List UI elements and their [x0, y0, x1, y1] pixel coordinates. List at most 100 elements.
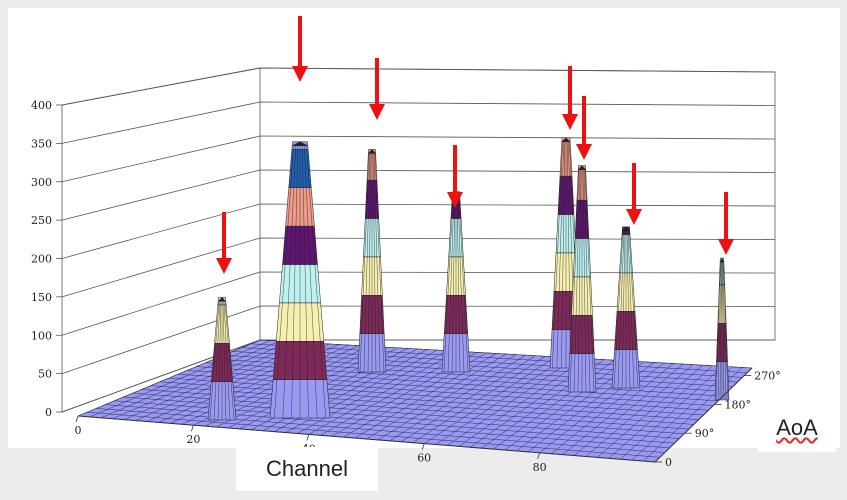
peak-ridge — [552, 141, 563, 369]
peak-tip — [292, 141, 308, 146]
gridline — [61, 203, 776, 259]
x-tick-mark — [191, 425, 194, 432]
floor-mesh-line — [105, 404, 670, 449]
floor-mesh-line — [96, 408, 665, 453]
peak-tip — [367, 149, 377, 154]
peak-tip — [719, 257, 725, 263]
peak-ridge — [626, 230, 631, 389]
y-tick-label: 0 — [665, 456, 672, 469]
y-axis-title-text: AoA — [776, 415, 818, 440]
arrow-head — [292, 66, 308, 82]
peak-ridge — [722, 262, 725, 401]
peak-ridge — [621, 230, 626, 389]
peak-ridge — [306, 145, 326, 419]
peak-ridge — [223, 301, 231, 421]
floor-mesh-line — [150, 385, 694, 425]
x-tick-mark — [75, 415, 79, 423]
peak-ridge — [222, 301, 227, 421]
arrow-head — [447, 192, 463, 208]
floor-mesh-line — [259, 339, 753, 369]
floor-mesh-line — [241, 347, 743, 378]
y-axis-line — [654, 367, 753, 463]
gridline — [61, 305, 776, 375]
peak-ridge — [722, 262, 727, 401]
peak-ridge — [301, 145, 309, 419]
peak-ridge — [628, 230, 639, 389]
peak-ridge — [577, 169, 582, 393]
peak-ridge — [617, 230, 625, 389]
x-axis-title: Channel — [236, 447, 378, 491]
peak-ridge — [583, 169, 591, 393]
z-tick-label: 400 — [31, 99, 52, 112]
peak-ridge — [443, 195, 454, 373]
peak-ridge — [209, 301, 220, 421]
x-tick-label: 20 — [186, 433, 200, 446]
peak-ridge — [457, 195, 465, 373]
gridline — [61, 135, 776, 183]
peak-ridge — [627, 230, 635, 389]
z-axis-ticks: 0 50 100 150 200 250 300 350 400 — [31, 99, 62, 419]
y-axis-title: AoA — [758, 404, 836, 452]
peak-ridge — [723, 262, 729, 401]
peak-ridge — [374, 153, 385, 373]
gridline — [61, 67, 776, 106]
peak-ridge — [458, 195, 469, 373]
y-tick-label: 270° — [754, 370, 781, 383]
peak-ridge — [556, 141, 564, 369]
peak-ridge — [582, 169, 587, 393]
peak-tip — [621, 226, 631, 232]
peak-ridge — [372, 153, 377, 373]
gridline — [61, 169, 776, 221]
peak-ridge — [566, 141, 571, 369]
peak-ridge — [373, 153, 381, 373]
peak-ridge — [561, 141, 566, 369]
z-tick-label: 50 — [38, 368, 52, 381]
floor-mesh-line — [87, 411, 660, 458]
z-tick-label: 250 — [31, 214, 52, 227]
peak-ridge — [217, 301, 222, 421]
z-tick-label: 0 — [45, 406, 52, 419]
peak-tip — [217, 296, 227, 302]
peak-ridge — [213, 301, 221, 421]
z-tick-label: 350 — [31, 137, 52, 150]
peak-ridge — [359, 153, 370, 373]
y-tick-label: 90° — [695, 427, 715, 440]
x-tick-mark — [306, 434, 310, 441]
peak-ridge — [569, 169, 580, 393]
x-axis-line — [77, 415, 656, 463]
arrow-head — [562, 114, 578, 130]
y-tick-label: 180° — [724, 398, 751, 411]
peak-arrows — [216, 16, 734, 274]
z-tick-label: 100 — [31, 329, 52, 342]
gridlines — [61, 67, 776, 413]
peak-ridge — [363, 153, 371, 373]
peak-ridge — [717, 262, 722, 401]
arrow-head — [216, 258, 232, 274]
z-tick-label: 300 — [31, 176, 52, 189]
gridline — [61, 271, 776, 336]
floor-mesh-line — [159, 381, 699, 420]
y-axis-ticks: 0 90° 180° 270° — [654, 367, 781, 469]
x-tick-label: 60 — [417, 452, 431, 465]
floor-mesh-line — [178, 373, 709, 411]
peak-ridge — [584, 169, 595, 393]
arrow-head — [576, 144, 592, 160]
peak-ridge — [456, 195, 461, 373]
arrow-head — [718, 239, 734, 255]
peak-ridge — [451, 195, 456, 373]
z-tick-label: 200 — [31, 253, 52, 266]
peak-ridge — [573, 169, 581, 393]
peak-ridge — [447, 195, 455, 373]
x-tick-mark — [537, 452, 540, 459]
peak-ridge — [274, 145, 294, 419]
peak-tip — [561, 137, 571, 142]
peak-ridge — [715, 262, 721, 401]
peak-ridge — [719, 262, 722, 401]
floor-mesh-line — [250, 343, 748, 373]
x-tick-label: 0 — [75, 424, 82, 437]
peak-ridge — [291, 145, 299, 419]
peak-ridge — [224, 301, 235, 421]
floor-mesh-line — [168, 377, 704, 416]
